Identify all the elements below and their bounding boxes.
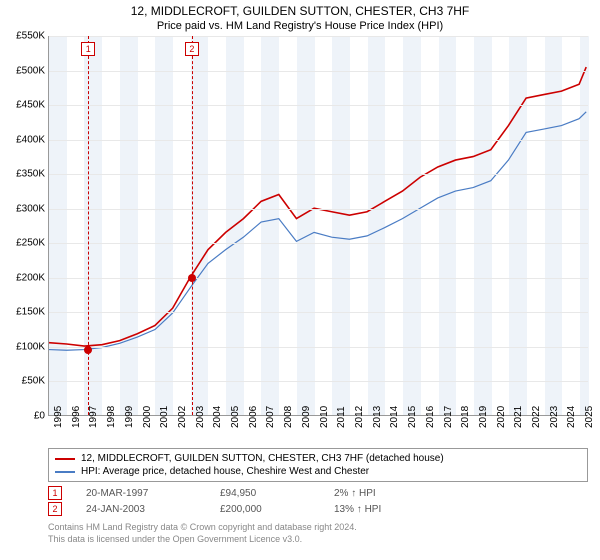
x-axis-label: 2022 [531, 406, 542, 428]
y-axis-label: £0 [1, 411, 45, 422]
gridline-h [49, 105, 588, 106]
chart-subtitle: Price paid vs. HM Land Registry's House … [0, 18, 600, 36]
series-hpi [49, 112, 586, 350]
x-axis-label: 2020 [496, 406, 507, 428]
y-axis-label: £400K [1, 134, 45, 145]
legend-swatch [55, 458, 75, 460]
gridline-h [49, 71, 588, 72]
x-axis-label: 2017 [443, 406, 454, 428]
y-axis-label: £200K [1, 272, 45, 283]
x-axis-label: 2019 [478, 406, 489, 428]
x-axis-label: 2002 [177, 406, 188, 428]
y-axis-label: £150K [1, 307, 45, 318]
x-axis-label: 1995 [53, 406, 64, 428]
x-axis-label: 2014 [389, 406, 400, 428]
transaction-delta: 13% ↑ HPI [334, 504, 381, 515]
footer-line-1: Contains HM Land Registry data © Crown c… [48, 522, 588, 534]
x-axis-label: 2011 [336, 406, 347, 428]
x-axis-label: 1996 [71, 406, 82, 428]
legend-label: HPI: Average price, detached house, Ches… [81, 466, 369, 477]
gridline-h [49, 278, 588, 279]
gridline-h [49, 347, 588, 348]
x-axis-label: 1997 [88, 406, 99, 428]
marker-dot [84, 346, 92, 354]
x-axis-label: 2024 [566, 406, 577, 428]
y-axis-label: £500K [1, 65, 45, 76]
x-axis-label: 2003 [195, 406, 206, 428]
series-property [49, 67, 586, 346]
marker-square: 2 [185, 42, 199, 56]
x-axis-label: 2006 [248, 406, 259, 428]
transaction-marker: 2 [48, 502, 62, 516]
gridline-h [49, 174, 588, 175]
chart-title: 12, MIDDLECROFT, GUILDEN SUTTON, CHESTER… [0, 0, 600, 18]
legend-item: 12, MIDDLECROFT, GUILDEN SUTTON, CHESTER… [55, 452, 581, 465]
y-axis-label: £250K [1, 238, 45, 249]
gridline-h [49, 209, 588, 210]
x-axis-label: 2008 [283, 406, 294, 428]
transaction-row: 2 24-JAN-2003 £200,000 13% ↑ HPI [48, 502, 588, 516]
gridline-h [49, 381, 588, 382]
x-axis-label: 2000 [142, 406, 153, 428]
transaction-delta: 2% ↑ HPI [334, 488, 376, 499]
marker-dot [188, 274, 196, 282]
x-axis-label: 2004 [212, 406, 223, 428]
gridline-h [49, 312, 588, 313]
gridline-h [49, 243, 588, 244]
x-axis-label: 2013 [372, 406, 383, 428]
marker-vline [88, 36, 89, 415]
y-axis-label: £300K [1, 203, 45, 214]
chart-footer: Contains HM Land Registry data © Crown c… [48, 522, 588, 545]
legend-label: 12, MIDDLECROFT, GUILDEN SUTTON, CHESTER… [81, 453, 444, 464]
gridline-h [49, 36, 588, 37]
y-axis-label: £550K [1, 31, 45, 42]
x-axis-label: 2005 [230, 406, 241, 428]
y-axis-label: £50K [1, 376, 45, 387]
x-axis-label: 2016 [425, 406, 436, 428]
x-axis-label: 2021 [513, 406, 524, 428]
y-axis-label: £450K [1, 100, 45, 111]
transaction-date: 24-JAN-2003 [86, 504, 196, 515]
x-axis-label: 1998 [106, 406, 117, 428]
x-axis-label: 2010 [319, 406, 330, 428]
x-axis-label: 2007 [265, 406, 276, 428]
marker-square: 1 [81, 42, 95, 56]
x-axis-label: 2025 [584, 406, 595, 428]
x-axis-label: 1999 [124, 406, 135, 428]
y-axis-label: £350K [1, 169, 45, 180]
transaction-row: 1 20-MAR-1997 £94,950 2% ↑ HPI [48, 486, 588, 500]
x-axis-label: 2018 [460, 406, 471, 428]
x-axis-label: 2009 [301, 406, 312, 428]
legend-item: HPI: Average price, detached house, Ches… [55, 465, 581, 478]
transaction-marker: 1 [48, 486, 62, 500]
chart-plot-area: £0£50K£100K£150K£200K£250K£300K£350K£400… [48, 36, 588, 416]
transaction-price: £94,950 [220, 488, 310, 499]
legend-swatch [55, 471, 75, 473]
chart-lines [49, 36, 588, 415]
footer-line-2: This data is licensed under the Open Gov… [48, 534, 588, 546]
x-axis-label: 2023 [549, 406, 560, 428]
y-axis-label: £100K [1, 341, 45, 352]
transaction-price: £200,000 [220, 504, 310, 515]
transaction-date: 20-MAR-1997 [86, 488, 196, 499]
x-axis-label: 2001 [159, 406, 170, 428]
x-axis-label: 2015 [407, 406, 418, 428]
gridline-h [49, 140, 588, 141]
x-axis-label: 2012 [354, 406, 365, 428]
marker-vline [192, 36, 193, 415]
chart-legend: 12, MIDDLECROFT, GUILDEN SUTTON, CHESTER… [48, 448, 588, 482]
